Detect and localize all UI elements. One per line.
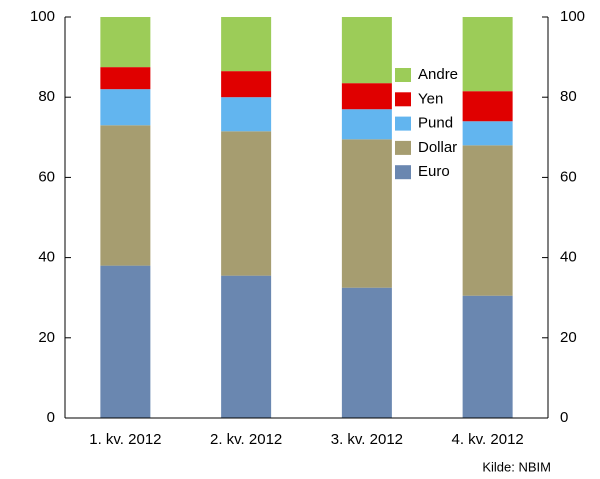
legend-swatch — [395, 116, 411, 131]
bar-segment — [221, 17, 272, 72]
y2-tick-label: 40 — [560, 249, 577, 266]
legend-swatch — [395, 92, 411, 107]
bar-segment — [341, 287, 392, 418]
x-tick-label: 1. kv. 2012 — [89, 431, 161, 448]
legend-swatch — [395, 165, 411, 180]
bar-segment — [100, 17, 151, 68]
legend-swatch — [395, 140, 411, 155]
y-tick-label: 60 — [38, 168, 55, 185]
bar-segment — [100, 265, 151, 418]
y2-tick-label: 20 — [560, 329, 577, 346]
bar-segment — [100, 67, 151, 90]
legend-label: Yen — [418, 90, 443, 107]
legend-label: Euro — [418, 163, 450, 180]
y-tick-label: 100 — [30, 8, 55, 25]
y2-tick-label: 60 — [560, 168, 577, 185]
legend-swatch — [395, 68, 411, 82]
legend-label: Andre — [418, 66, 458, 83]
bar-segment — [462, 121, 513, 146]
y-tick-label: 0 — [47, 409, 55, 426]
bar-segment — [341, 17, 392, 84]
y-tick-label: 80 — [38, 88, 55, 105]
bar-segment — [341, 109, 392, 140]
bar-segment — [221, 97, 272, 132]
y2-tick-label: 0 — [560, 409, 568, 426]
bar-segment — [341, 139, 392, 288]
bar-segment — [221, 131, 272, 276]
x-tick-label: 2. kv. 2012 — [210, 431, 282, 448]
bar-segment — [341, 83, 392, 110]
bar-segment — [221, 71, 272, 98]
bar-segment — [462, 295, 513, 418]
bar-segment — [462, 145, 513, 296]
y-tick-label: 20 — [38, 329, 55, 346]
legend-label: Dollar — [418, 139, 457, 156]
bar-segment — [100, 89, 151, 126]
y2-tick-label: 80 — [560, 88, 577, 105]
x-tick-label: 4. kv. 2012 — [451, 431, 523, 448]
bar-segment — [462, 17, 513, 92]
y2-tick-label: 100 — [560, 8, 585, 25]
bar-segment — [221, 275, 272, 418]
x-tick-label: 3. kv. 2012 — [331, 431, 403, 448]
bar-segment — [100, 125, 151, 266]
legend-label: Pund — [418, 115, 453, 132]
source: Kilde: NBIM — [482, 459, 551, 474]
y-tick-label: 40 — [38, 249, 55, 266]
bar-segment — [462, 91, 513, 122]
